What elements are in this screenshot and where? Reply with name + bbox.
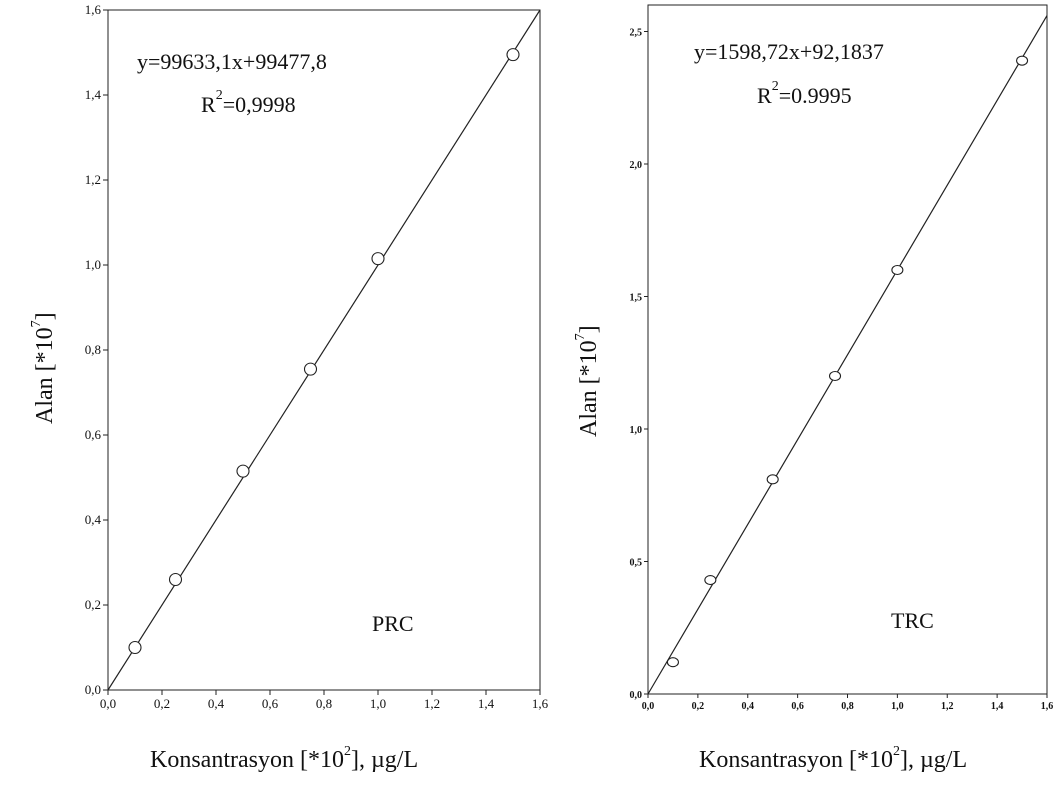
y-tick-label-prc: 1,6: [85, 2, 102, 17]
data-point-trc: [666, 657, 679, 668]
r-squared-letter-trc: R: [757, 83, 772, 108]
data-point-prc: [168, 572, 183, 587]
y-tick-label-prc: 0,8: [85, 342, 101, 357]
x-tick-label-trc: 1,2: [941, 701, 954, 712]
chart-prc: 0,0 0,2 0,4 0,6 0,8 1,0 1,2 1,4 1,6 0,0 0,2 0,4 0,6…: [29, 2, 549, 773]
x-tick-label-prc: 0,0: [100, 696, 116, 711]
y-tick-label-trc: 2,5: [630, 28, 643, 39]
y-tick-label-prc: 1,2: [85, 172, 101, 187]
x-tick-label-prc: 0,4: [208, 696, 225, 711]
y-tick-label-trc: 1,0: [630, 425, 643, 436]
data-point-trc: [704, 574, 717, 586]
data-points-trc: [666, 55, 1029, 668]
data-points-prc: [128, 48, 520, 655]
x-tick-label-trc: 1,0: [891, 701, 904, 712]
data-point-prc: [303, 362, 318, 376]
data-point-prc: [506, 48, 520, 62]
y-axis-title-exponent-prc: 7: [29, 320, 44, 327]
x-tick-label-prc: 1,0: [370, 696, 386, 711]
x-axis-title-prefix-trc: Konsantrasyon [*10: [699, 747, 893, 773]
y-axis-title-suffix-trc: ]: [576, 325, 602, 333]
fit-line-prc: [107, 9, 541, 691]
x-tick-label-prc: 1,4: [478, 696, 495, 711]
x-tick-label-prc: 0,2: [154, 696, 170, 711]
data-point-prc: [128, 640, 142, 655]
data-point-trc: [828, 370, 842, 382]
chart-trc: 0,0 0,2 0,4 0,6 0,8 1,0 1,2 1,4 1,6 0,0 0,5 1,0 1,5…: [573, 4, 1054, 773]
y-tick-label-trc: 0,5: [630, 558, 643, 569]
y-tick-label-trc: 0,0: [630, 690, 643, 701]
y-axis-title-trc: Alan [*107]: [573, 325, 602, 437]
data-point-prc: [236, 464, 250, 478]
y-tick-label-prc: 0,4: [85, 512, 102, 527]
r-squared-letter-prc: R: [201, 92, 216, 117]
fit-line-trc: [647, 15, 1048, 695]
x-axis-title-exponent-trc: 2: [893, 744, 900, 759]
r-squared-exponent-prc: 2: [216, 88, 223, 103]
x-tick-label-trc: 0,4: [742, 701, 755, 712]
plot-frame-trc: [647, 4, 1048, 695]
y-tick-label-prc: 1,4: [85, 87, 102, 102]
r-squared-exponent-trc: 2: [772, 79, 779, 94]
x-tick-label-trc: 0,0: [642, 701, 655, 712]
r-squared-value-prc: =0,9998: [223, 92, 296, 117]
x-tick-label-trc: 0,8: [841, 701, 854, 712]
x-axis-title-prefix-prc: Konsantrasyon [*10: [150, 747, 344, 773]
x-axis-title-prc: Konsantrasyon [*102], µg/L: [150, 744, 418, 773]
y-axis-ticks-trc: 0,0 0,5 1,0 1,5 2,0 2,5: [630, 28, 648, 701]
data-point-trc: [1016, 55, 1029, 66]
y-axis-title-suffix-prc: ]: [32, 312, 58, 320]
y-axis-title-prefix-prc: Alan [*10: [32, 327, 58, 424]
x-axis-title-trc: Konsantrasyon [*102], µg/L: [699, 744, 967, 773]
x-axis-title-exponent-prc: 2: [344, 744, 351, 759]
y-axis-title-prefix-trc: Alan [*10: [576, 340, 602, 437]
y-tick-label-prc: 0,0: [85, 682, 101, 697]
y-axis-title-exponent-trc: 7: [573, 333, 588, 340]
x-tick-label-prc: 0,6: [262, 696, 279, 711]
y-tick-label-prc: 0,6: [85, 427, 102, 442]
panel-label-trc: TRC: [891, 608, 934, 633]
x-tick-label-prc: 1,2: [424, 696, 440, 711]
equation-trc: y=1598,72x+92,1837: [694, 39, 884, 64]
equation-prc: y=99633,1x+99477,8: [137, 49, 327, 74]
y-tick-label-prc: 1,0: [85, 257, 101, 272]
panel-label-prc: PRC: [372, 611, 414, 636]
x-tick-label-trc: 1,6: [1041, 701, 1054, 712]
y-tick-label-trc: 1,5: [630, 293, 643, 304]
r-squared-value-trc: =0.9995: [779, 83, 852, 108]
data-point-trc: [766, 474, 779, 485]
x-tick-label-prc: 1,6: [532, 696, 549, 711]
x-tick-label-trc: 1,4: [991, 701, 1004, 712]
data-point-trc: [891, 264, 904, 276]
r-squared-trc: R2=0.9995: [757, 79, 852, 108]
y-axis-title-prc: Alan [*107]: [29, 312, 58, 424]
x-axis-ticks-prc: 0,0 0,2 0,4 0,6 0,8 1,0 1,2 1,4 1,6: [100, 690, 549, 711]
x-axis-title-suffix-trc: ], µg/L: [900, 747, 967, 773]
x-tick-label-trc: 0,6: [791, 701, 804, 712]
y-tick-label-trc: 2,0: [630, 160, 643, 171]
data-point-prc: [371, 252, 385, 266]
x-tick-label-trc: 0,2: [692, 701, 705, 712]
x-axis-title-suffix-prc: ], µg/L: [351, 747, 418, 773]
y-axis-ticks-prc: 0,0 0,2 0,4 0,6 0,8 1,0 1,2 1,4 1,6: [85, 2, 108, 697]
r-squared-prc: R2=0,9998: [201, 88, 296, 117]
x-tick-label-prc: 0,8: [316, 696, 332, 711]
y-tick-label-prc: 0,2: [85, 597, 101, 612]
x-axis-ticks-trc: 0,0 0,2 0,4 0,6 0,8 1,0 1,2 1,4 1,6: [642, 694, 1054, 712]
